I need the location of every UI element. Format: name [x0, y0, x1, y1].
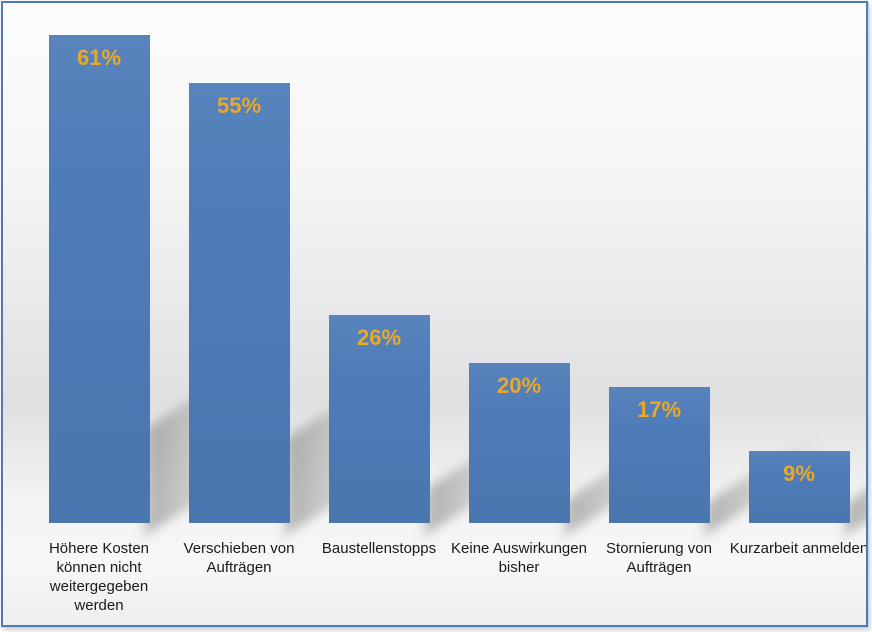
category-label: Keine Auswirkungen bisher — [449, 539, 589, 615]
bar-chart: 61% 55% 26% 20% 17% 9% — [29, 3, 866, 535]
bar: 55% — [188, 83, 290, 523]
bar-value-label: 17% — [636, 397, 682, 422]
chart-column: 20% — [449, 3, 681, 535]
bar-value-label: 61% — [76, 45, 122, 70]
bar: 20% — [468, 363, 570, 523]
category-label-line: Aufträgen — [626, 559, 692, 576]
bar-value-label: 9% — [783, 461, 815, 486]
category-label: Höhere Kosten können nicht weitergegeben we… — [29, 539, 169, 615]
category-label-line: Kurzarbeit anmelden — [729, 540, 868, 557]
bar: 9% — [748, 451, 850, 523]
chart-column: 9% — [729, 3, 866, 535]
category-label: Kurzarbeit anmelden — [729, 539, 868, 615]
bar: 61% — [48, 35, 150, 523]
category-label-line: Aufträgen — [206, 559, 272, 576]
chart-column: 55% — [169, 3, 401, 535]
category-label-line: können nicht — [56, 559, 142, 576]
bar-value-label: 26% — [356, 325, 402, 350]
category-label-line: Verschieben von — [183, 540, 295, 557]
category-labels-row: Höhere Kosten können nicht weitergegeben we… — [29, 539, 868, 615]
bar: 26% — [328, 315, 430, 523]
category-label-line: werden — [74, 597, 124, 614]
category-label-line: bisher — [498, 559, 540, 576]
category-label-line: Stornierung von — [606, 540, 712, 557]
chart-column: 61% — [29, 3, 261, 535]
category-label: Stornierung von Aufträgen — [589, 539, 729, 615]
category-label-line: Höhere Kosten — [48, 540, 150, 557]
category-label-line: Keine Auswirkungen — [451, 540, 587, 557]
category-label: Verschieben von Aufträgen — [169, 539, 309, 615]
category-label-line: weitergegeben — [49, 578, 149, 595]
bar: 17% — [608, 387, 710, 523]
category-label-line: Baustellenstopps — [321, 540, 437, 557]
bar-value-label: 20% — [496, 373, 542, 398]
chart-column: 17% — [589, 3, 821, 535]
bar-value-label: 55% — [216, 93, 262, 118]
category-label: Baustellenstopps — [309, 539, 449, 615]
chart-column: 26% — [309, 3, 541, 535]
